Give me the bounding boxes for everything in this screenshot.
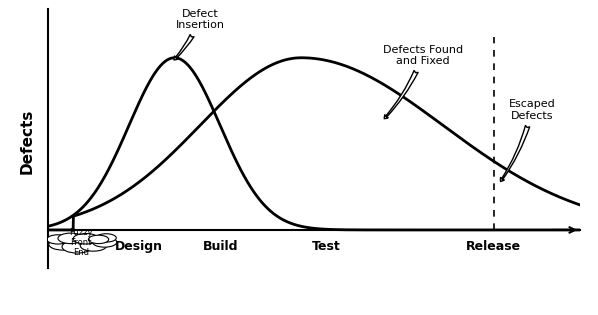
Circle shape — [47, 235, 69, 244]
Text: Fuzzy
Front
End: Fuzzy Front End — [69, 228, 93, 257]
Circle shape — [80, 240, 106, 251]
Circle shape — [93, 237, 117, 247]
Circle shape — [58, 233, 83, 243]
Text: Defects Found
and Fixed: Defects Found and Fixed — [383, 44, 463, 119]
Text: Release: Release — [466, 240, 521, 254]
Text: Escaped
Defects: Escaped Defects — [501, 99, 556, 181]
Circle shape — [62, 240, 93, 253]
Text: Defect
Insertion: Defect Insertion — [174, 9, 224, 60]
Circle shape — [73, 233, 99, 244]
Text: Defects: Defects — [20, 109, 35, 175]
Circle shape — [49, 238, 77, 250]
Text: Test: Test — [312, 240, 341, 254]
Circle shape — [89, 235, 109, 243]
Text: Design: Design — [115, 240, 163, 254]
Circle shape — [96, 234, 116, 242]
Text: Build: Build — [203, 240, 238, 254]
